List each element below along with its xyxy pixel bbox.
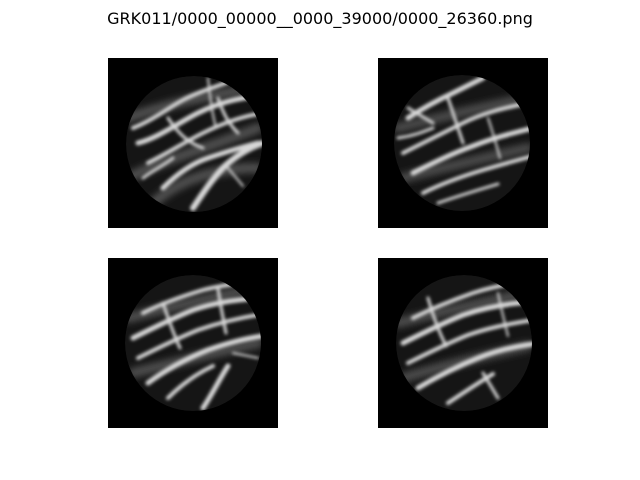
image-panel-bottom-right [378,258,548,428]
vessel-image [378,58,548,228]
image-panel-top-left [108,58,278,228]
figure-title: GRK011/0000_00000__0000_39000/0000_26360… [0,9,640,28]
vessel-image [108,258,278,428]
image-panel-bottom-left [108,258,278,428]
vessel-image [108,58,278,228]
image-panel-top-right [378,58,548,228]
vessel-image [378,258,548,428]
